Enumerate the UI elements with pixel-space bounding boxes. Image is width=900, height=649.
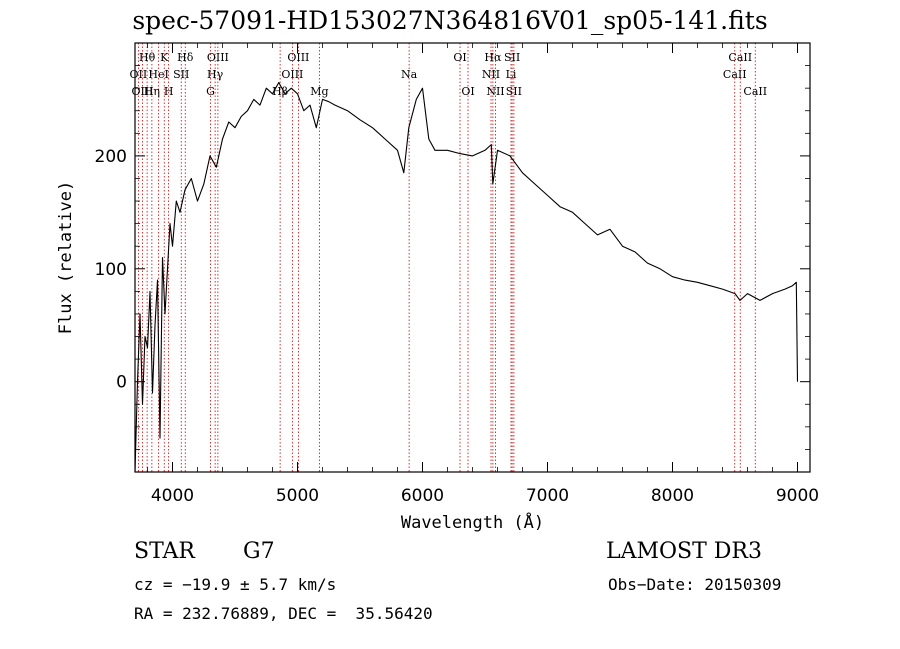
line-label-0: Hθ — [139, 51, 156, 64]
series-spectrum — [134, 81, 799, 473]
line-label-22: SII — [504, 51, 520, 64]
line-label-25: CaII — [728, 51, 752, 64]
x-tick-label-5: 9000 — [776, 486, 819, 506]
line-label-4: HeI — [148, 68, 168, 81]
x-tick-label-2: 6000 — [401, 486, 444, 506]
y-tick-label-2: 200 — [95, 147, 127, 167]
x-axis-label: Wavelength (Å) — [401, 511, 544, 533]
line-label-9: OIII — [207, 51, 229, 64]
line-label-11: G — [206, 85, 215, 98]
y-axis-label: Flux (relative) — [56, 181, 76, 335]
line-label-19: Hα — [484, 51, 502, 64]
x-tick-label-3: 7000 — [526, 486, 569, 506]
line-label-13: OIII — [281, 68, 303, 81]
x-tick-label-1: 5000 — [276, 486, 319, 506]
line-label-1: OII — [130, 68, 148, 81]
line-label-16: Na — [401, 68, 418, 81]
line-label-6: H — [164, 85, 174, 98]
axis-ticks: 4000 5000 6000 7000 8000 9000 0 100 200 — [95, 43, 819, 506]
obs-date: Obs−Date: 20150309 — [608, 575, 782, 594]
object-subclass: G7 — [243, 539, 275, 564]
x-tick-label-4: 8000 — [651, 486, 694, 506]
line-label-20: NII — [482, 68, 500, 81]
coordinates: RA = 232.76889, DEC = 35.56420 — [134, 604, 433, 623]
y-tick-label-1: 100 — [95, 260, 127, 280]
redshift-cz: cz = −19.9 ± 5.7 km/s — [134, 575, 337, 594]
survey-name: LAMOST DR3 — [606, 539, 762, 564]
line-label-3: Hη — [144, 85, 160, 98]
line-label-24: SII — [506, 85, 522, 98]
line-label-15: Mg — [310, 85, 328, 98]
line-label-8: Hδ — [177, 51, 194, 64]
line-label-14: Hβ — [272, 85, 288, 98]
plot-frame — [134, 42, 811, 473]
y-tick-label-0: 0 — [116, 373, 127, 393]
line-label-5: K — [160, 51, 169, 64]
line-label-27: CaII — [743, 85, 767, 98]
line-label-17: OI — [453, 51, 466, 64]
line-label-12: OIII — [287, 51, 309, 64]
line-label-21: NII — [486, 85, 504, 98]
chart-title: spec-57091-HD153027N364816V01_sp05-141.f… — [132, 6, 768, 35]
line-label-18: OI — [461, 85, 474, 98]
x-tick-label-0: 4000 — [151, 486, 194, 506]
line-label-23: Li — [506, 68, 517, 81]
line-markers — [137, 43, 756, 472]
line-label-7: SII — [173, 68, 189, 81]
line-label-26: CaII — [723, 68, 747, 81]
object-class: STAR — [134, 539, 195, 564]
series-group — [134, 81, 799, 473]
line-label-10: Hγ — [207, 68, 224, 81]
